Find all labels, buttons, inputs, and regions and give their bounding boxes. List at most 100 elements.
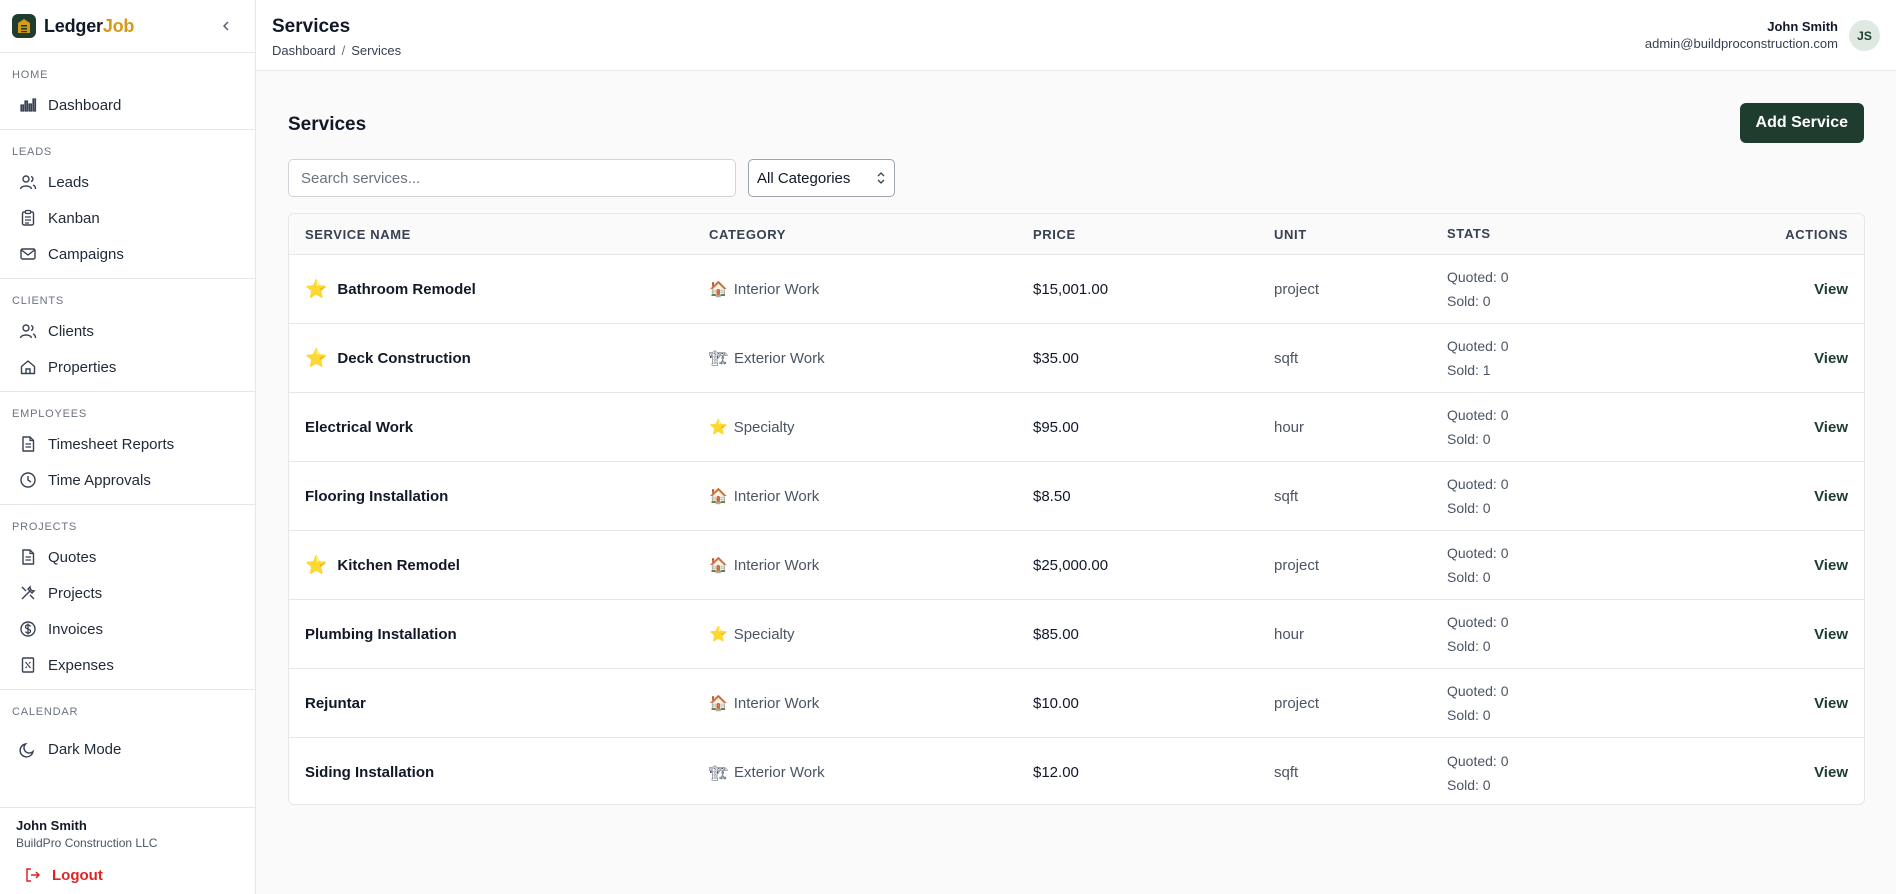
category-icon: 🏠 (709, 488, 728, 505)
view-service-link[interactable]: View (1814, 694, 1848, 712)
table-body: ⭐ Bathroom Remodel 🏠 Interior Work $15,0… (289, 255, 1864, 804)
stats-cell: Quoted: 0 Sold: 0 (1447, 265, 1697, 313)
sidebar-item-kanban[interactable]: Kanban (0, 200, 255, 236)
price-cell: $8.50 (1033, 487, 1071, 505)
sidebar-item-dashboard[interactable]: Dashboard (0, 87, 255, 123)
unit-cell: project (1274, 280, 1320, 298)
clipboard-icon (19, 209, 37, 227)
file-icon (19, 435, 37, 453)
add-service-button[interactable]: Add Service (1739, 103, 1864, 143)
bar-chart-icon (19, 96, 37, 114)
sidebar-item-properties[interactable]: Properties (0, 349, 255, 385)
category-cell: ⭐ Specialty (709, 625, 1033, 644)
clock-icon (19, 471, 37, 489)
ledgerjob-logo-icon (12, 14, 36, 38)
users-icon (19, 173, 37, 191)
sidebar-item-timesheet-reports[interactable]: Timesheet Reports (0, 426, 255, 462)
actions-cell: View (1697, 695, 1864, 712)
category-cell: 🏠 Interior Work (709, 694, 1033, 713)
brand-name: LedgerJob (44, 16, 134, 37)
service-name: Plumbing Installation (305, 625, 457, 643)
sidebar-item-label: Projects (48, 584, 103, 602)
view-service-link[interactable]: View (1814, 764, 1848, 781)
quoted-count: Quoted: 0 (1447, 683, 1509, 699)
actions-cell: View (1697, 626, 1864, 643)
search-input[interactable] (288, 159, 736, 197)
breadcrumb-services: Services (351, 43, 402, 58)
view-service-link[interactable]: View (1814, 349, 1848, 367)
category-cell: 🏗 Exterior Work (709, 764, 1033, 782)
sidebar-item-leads[interactable]: Leads (0, 164, 255, 200)
unit-cell: hour (1274, 625, 1305, 643)
sold-count: Sold: 0 (1447, 569, 1491, 585)
stats-cell: Quoted: 0 Sold: 1 (1447, 334, 1697, 382)
service-name-cell: ⭐ Deck Construction (289, 348, 709, 369)
view-service-link[interactable]: View (1814, 418, 1848, 436)
nav-heading: EMPLOYEES (12, 408, 88, 420)
view-service-link[interactable]: View (1814, 487, 1848, 505)
sidebar-item-label: Properties (48, 358, 117, 376)
breadcrumb: Dashboard / Services (272, 43, 401, 58)
stats-cell: Quoted: 0 Sold: 0 (1447, 610, 1697, 658)
quoted-count: Quoted: 0 (1447, 269, 1509, 285)
sidebar: LedgerJob HOME Dashboard LEADS Leads Kanban C… (0, 0, 256, 894)
sidebar-item-projects[interactable]: Projects (0, 575, 255, 611)
sidebar-user-name: John Smith (16, 818, 87, 833)
unit-cell: hour (1274, 418, 1305, 436)
service-name: Flooring Installation (305, 487, 449, 505)
table-row: ⭐ Kitchen Remodel 🏠 Interior Work $25,00… (289, 531, 1864, 600)
sidebar-item-invoices[interactable]: Invoices (0, 611, 255, 647)
category-icon: ⭐ (709, 626, 728, 643)
sidebar-item-label: Timesheet Reports (48, 435, 175, 453)
avatar[interactable]: JS (1849, 20, 1880, 51)
sidebar-item-campaigns[interactable]: Campaigns (0, 236, 255, 272)
nav-heading: CALENDAR (12, 706, 79, 718)
brand: LedgerJob (0, 0, 255, 53)
column-header-actions: ACTIONS (1785, 226, 1848, 242)
logout-label: Logout (52, 866, 103, 884)
sidebar-item-label: Quotes (48, 548, 97, 566)
featured-star-icon: ⭐ (305, 554, 328, 575)
sidebar-user-footer: John Smith BuildPro Construction LLC Log… (0, 807, 255, 894)
column-header-service-name[interactable]: SERVICE NAME (305, 226, 411, 242)
category-filter-select[interactable]: All Categories (748, 159, 895, 197)
breadcrumb-dashboard[interactable]: Dashboard (272, 43, 336, 58)
category-label: Interior Work (733, 556, 820, 574)
table-row: ⭐ Deck Construction 🏗 Exterior Work $35.… (289, 324, 1864, 393)
view-service-link[interactable]: View (1814, 556, 1848, 574)
header-user-info: John Smith admin@buildproconstruction.co… (1645, 19, 1838, 51)
service-name-cell: Siding Installation (289, 764, 709, 781)
category-cell: 🏗 Exterior Work (709, 349, 1033, 368)
logout-icon (24, 866, 42, 884)
collapse-sidebar-button[interactable] (217, 17, 235, 35)
column-header-unit[interactable]: UNIT (1274, 226, 1307, 242)
service-name-cell: Electrical Work (289, 419, 709, 436)
column-header-price[interactable]: PRICE (1033, 226, 1076, 242)
sold-count: Sold: 0 (1447, 776, 1491, 793)
actions-cell: View (1697, 557, 1864, 574)
dark-mode-toggle[interactable]: Dark Mode (0, 731, 255, 767)
view-service-link[interactable]: View (1814, 280, 1848, 298)
quoted-count: Quoted: 0 (1447, 614, 1509, 630)
service-name-cell: Flooring Installation (289, 488, 709, 505)
nav-section-calendar: CALENDAR (0, 690, 255, 724)
category-icon: 🏠 (709, 695, 728, 712)
sidebar-item-time-approvals[interactable]: Time Approvals (0, 462, 255, 498)
nav-heading: LEADS (12, 146, 53, 158)
category-icon: 🏗 (709, 350, 729, 367)
service-name-cell: ⭐ Bathroom Remodel (289, 279, 709, 300)
nav-section-projects: PROJECTS Quotes Projects Invoices Expenses (0, 505, 255, 690)
column-header-category[interactable]: CATEGORY (709, 226, 787, 242)
sidebar-item-expenses[interactable]: Expenses (0, 647, 255, 683)
sidebar-item-clients[interactable]: Clients (0, 313, 255, 349)
services-table: SERVICE NAME CATEGORY PRICE UNIT STATS A… (288, 213, 1865, 805)
logout-button[interactable]: Logout (24, 864, 239, 886)
sidebar-item-label: Time Approvals (48, 471, 151, 489)
featured-star-icon: ⭐ (305, 347, 328, 368)
column-header-stats: STATS (1447, 226, 1491, 241)
unit-cell: sqft (1274, 349, 1299, 367)
category-cell: 🏠 Interior Work (709, 487, 1033, 506)
service-name-cell: ⭐ Kitchen Remodel (289, 555, 709, 576)
sidebar-item-quotes[interactable]: Quotes (0, 539, 255, 575)
view-service-link[interactable]: View (1814, 625, 1848, 643)
